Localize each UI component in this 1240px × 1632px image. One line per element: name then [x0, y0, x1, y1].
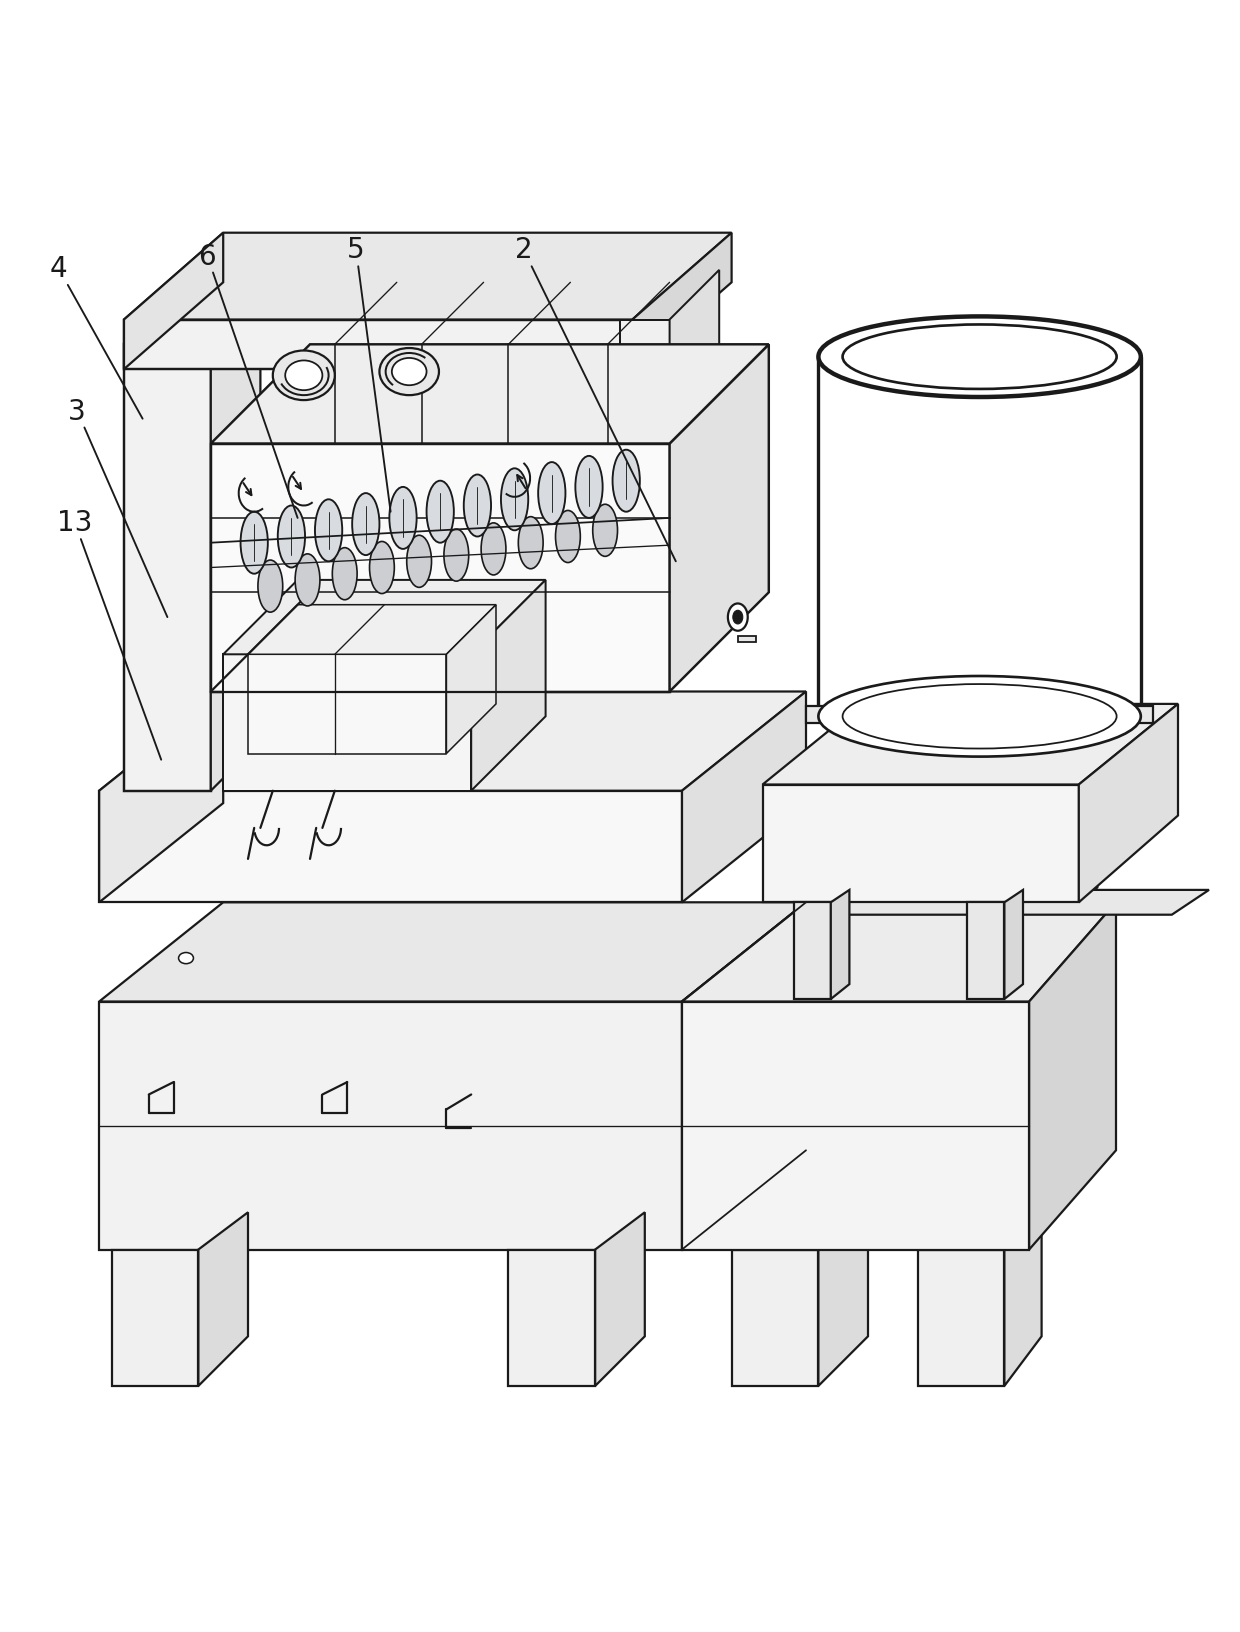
- Ellipse shape: [278, 506, 305, 568]
- Ellipse shape: [370, 542, 394, 594]
- Polygon shape: [670, 344, 769, 692]
- Polygon shape: [124, 233, 732, 320]
- Ellipse shape: [379, 349, 439, 397]
- Ellipse shape: [295, 555, 320, 607]
- Polygon shape: [682, 692, 806, 902]
- Polygon shape: [682, 902, 1116, 1002]
- Polygon shape: [124, 233, 223, 370]
- Polygon shape: [112, 1250, 198, 1386]
- Ellipse shape: [728, 604, 748, 632]
- Ellipse shape: [501, 468, 528, 530]
- Ellipse shape: [352, 494, 379, 557]
- Text: 6: 6: [198, 243, 298, 519]
- Ellipse shape: [538, 463, 565, 526]
- Polygon shape: [471, 581, 546, 792]
- Ellipse shape: [556, 511, 580, 563]
- Polygon shape: [223, 654, 471, 792]
- Polygon shape: [99, 792, 682, 902]
- Polygon shape: [632, 233, 732, 370]
- Ellipse shape: [258, 561, 283, 612]
- Ellipse shape: [843, 685, 1117, 749]
- Ellipse shape: [613, 450, 640, 512]
- Polygon shape: [211, 444, 670, 692]
- Ellipse shape: [518, 517, 543, 570]
- Polygon shape: [124, 295, 260, 344]
- Polygon shape: [99, 1002, 682, 1250]
- Polygon shape: [818, 1213, 868, 1386]
- Polygon shape: [124, 344, 211, 792]
- Polygon shape: [856, 726, 893, 902]
- Polygon shape: [918, 1250, 1004, 1386]
- Polygon shape: [99, 692, 806, 792]
- Polygon shape: [949, 726, 986, 902]
- Ellipse shape: [285, 361, 322, 392]
- Polygon shape: [738, 636, 756, 643]
- Polygon shape: [99, 902, 806, 1002]
- Polygon shape: [986, 712, 1004, 902]
- Polygon shape: [508, 1250, 595, 1386]
- Polygon shape: [893, 712, 911, 902]
- Polygon shape: [670, 271, 719, 395]
- Polygon shape: [124, 320, 632, 370]
- Text: 13: 13: [57, 509, 161, 761]
- Polygon shape: [248, 605, 496, 654]
- Ellipse shape: [273, 351, 335, 401]
- Polygon shape: [99, 692, 223, 902]
- Ellipse shape: [733, 610, 743, 625]
- Ellipse shape: [315, 499, 342, 561]
- Polygon shape: [198, 1213, 248, 1386]
- Polygon shape: [620, 320, 670, 395]
- Polygon shape: [831, 891, 849, 999]
- Polygon shape: [967, 902, 1004, 999]
- Polygon shape: [800, 891, 1209, 916]
- Ellipse shape: [444, 530, 469, 581]
- Ellipse shape: [407, 535, 432, 588]
- Text: 3: 3: [68, 398, 167, 619]
- Polygon shape: [446, 605, 496, 754]
- Ellipse shape: [818, 317, 1141, 398]
- Ellipse shape: [464, 475, 491, 537]
- Polygon shape: [1004, 1213, 1042, 1386]
- Polygon shape: [1079, 705, 1178, 902]
- Ellipse shape: [389, 488, 417, 550]
- Ellipse shape: [427, 481, 454, 543]
- Ellipse shape: [481, 524, 506, 576]
- Ellipse shape: [593, 504, 618, 557]
- Ellipse shape: [392, 359, 427, 387]
- Ellipse shape: [844, 326, 1115, 390]
- Ellipse shape: [241, 512, 268, 574]
- Polygon shape: [223, 581, 546, 654]
- Polygon shape: [1004, 891, 1023, 999]
- Polygon shape: [794, 902, 831, 999]
- Ellipse shape: [179, 953, 193, 965]
- Ellipse shape: [818, 677, 1141, 757]
- Polygon shape: [818, 357, 1141, 716]
- Ellipse shape: [575, 457, 603, 519]
- Polygon shape: [595, 1213, 645, 1386]
- Text: 4: 4: [50, 255, 143, 419]
- Polygon shape: [763, 785, 1079, 902]
- Polygon shape: [211, 295, 260, 792]
- Ellipse shape: [843, 325, 1117, 390]
- Text: 2: 2: [515, 237, 676, 561]
- Ellipse shape: [332, 548, 357, 601]
- Text: 5: 5: [347, 237, 391, 512]
- Polygon shape: [763, 705, 1178, 785]
- Polygon shape: [1042, 726, 1079, 902]
- Polygon shape: [732, 1250, 818, 1386]
- Polygon shape: [248, 654, 446, 754]
- Polygon shape: [682, 902, 806, 1250]
- Polygon shape: [1029, 902, 1116, 1250]
- Polygon shape: [682, 1002, 1029, 1250]
- Polygon shape: [806, 707, 1153, 723]
- Polygon shape: [1079, 712, 1097, 902]
- Polygon shape: [211, 344, 769, 444]
